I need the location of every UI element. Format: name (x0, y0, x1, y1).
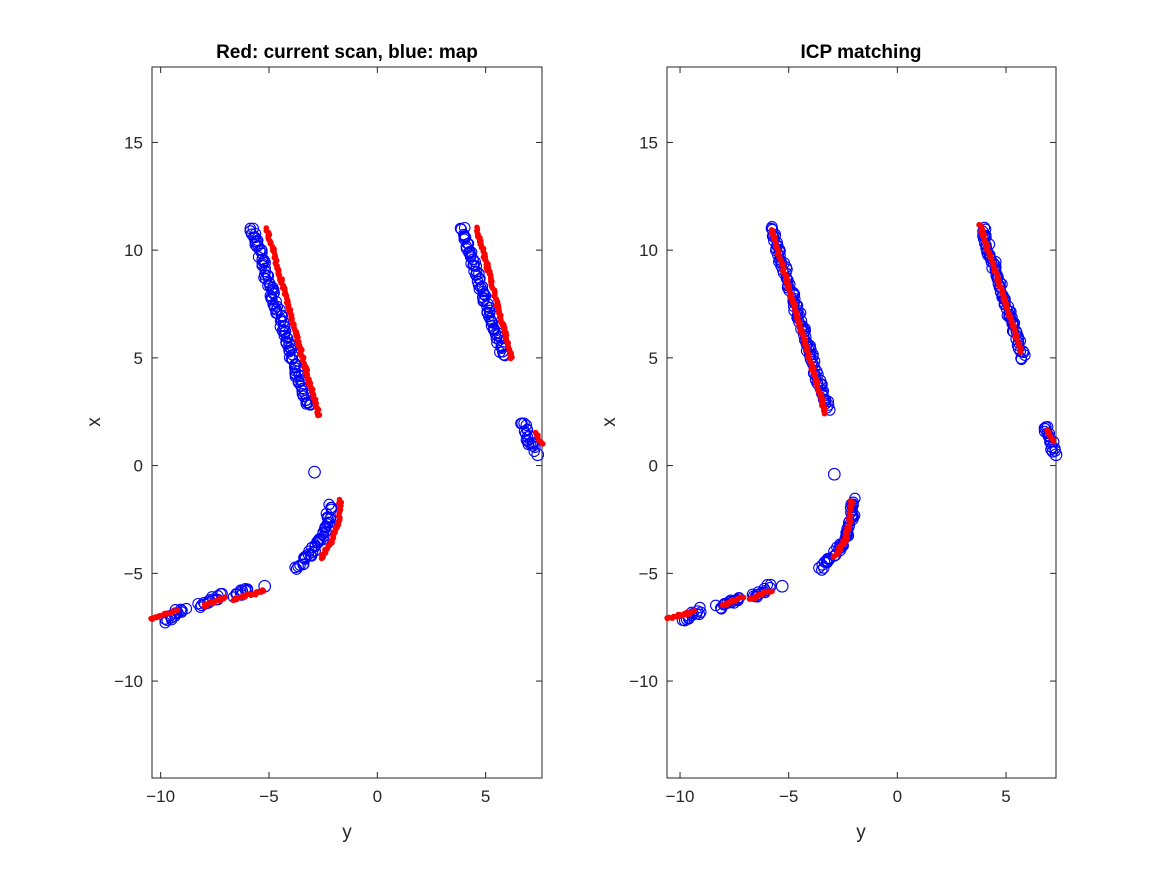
map-point (169, 604, 182, 616)
y-tick-label: 10 (124, 241, 143, 260)
panel-icp-matching: ICP matching y x −10 −5 0 5 −10 −5 0 5 10 15 (599, 42, 1063, 843)
map-point (816, 564, 828, 576)
y-tick-label: −10 (629, 672, 658, 691)
x-tick-label: 0 (893, 787, 902, 806)
map-point (485, 316, 498, 328)
ticks: −10 −5 0 5 −10 −5 0 5 10 15 (114, 67, 542, 806)
map-point (249, 235, 261, 248)
map-point (285, 343, 298, 356)
map-point (462, 238, 475, 250)
x-tick-label: −5 (259, 787, 278, 806)
y-tick-label: −5 (639, 564, 658, 583)
x-tick-label: −10 (146, 787, 175, 806)
map-point (829, 549, 841, 562)
y-tick-label: 5 (649, 349, 658, 368)
map-point (694, 601, 706, 614)
chart-title: Red: current scan, blue: map (216, 42, 478, 63)
scan-point (222, 594, 228, 601)
map-point (301, 396, 313, 409)
map-point (306, 541, 318, 554)
map-point (283, 345, 296, 358)
y-tick-label: 5 (134, 349, 143, 368)
x-tick-label: −10 (666, 787, 695, 806)
plot-area (151, 66, 543, 779)
scan-point (769, 588, 775, 595)
data-marks (664, 221, 1063, 627)
x-tick-label: −5 (779, 787, 798, 806)
data-marks (148, 221, 546, 629)
chart-title: ICP matching (800, 42, 921, 63)
scan-point (260, 588, 267, 594)
map-point (247, 222, 260, 235)
map-point (818, 562, 830, 574)
map-point (309, 539, 322, 551)
map-point (528, 445, 540, 458)
y-tick-label: 15 (639, 133, 658, 152)
x-tick-label: 5 (1001, 787, 1010, 806)
map-point (515, 417, 527, 430)
y-tick-label: 15 (124, 133, 143, 152)
map-point (180, 602, 193, 615)
map-point (820, 555, 833, 567)
map-point (1049, 448, 1063, 462)
panel-scan-vs-map: Red: current scan, blue: map y x −10 −5 0 5… (84, 42, 546, 843)
scan-point (318, 555, 325, 562)
map-point (520, 419, 533, 431)
map-point (470, 260, 483, 272)
map-point (529, 441, 541, 453)
scan-point (830, 554, 837, 560)
scan-point (691, 608, 698, 614)
y-tick-label: 0 (134, 457, 143, 476)
y-tick-label: −5 (124, 564, 143, 583)
y-tick-label: 10 (639, 241, 658, 260)
scan-point (1017, 349, 1024, 356)
map-point (531, 448, 545, 462)
map-point (280, 331, 293, 344)
y-axis-label: x (84, 417, 105, 427)
map-point (298, 551, 310, 564)
map-point (775, 579, 789, 593)
ticks: −10 −5 0 5 −10 −5 0 5 10 15 (629, 67, 1056, 806)
map-point (489, 328, 502, 340)
scan-point (740, 594, 747, 601)
scan-point (540, 441, 546, 447)
x-tick-label: 0 (373, 787, 382, 806)
y-tick-label: 0 (649, 457, 658, 476)
map-point (827, 467, 841, 481)
map-point (465, 257, 477, 270)
scan-point (315, 412, 321, 419)
map-point (813, 562, 825, 574)
map-point (289, 561, 301, 574)
scan-point (1050, 438, 1057, 445)
x-axis-label: y (856, 822, 866, 843)
scan-point (821, 410, 828, 417)
map-point (308, 465, 321, 479)
x-axis-label: y (342, 822, 352, 843)
x-tick-label: 5 (481, 787, 490, 806)
map-point (278, 320, 290, 332)
scan-point (507, 355, 514, 362)
plot-area (666, 66, 1057, 779)
y-tick-label: −10 (114, 672, 143, 691)
scan-point (174, 607, 181, 613)
map-point (290, 563, 303, 575)
map-point (1019, 349, 1031, 361)
y-axis-label: x (599, 417, 620, 427)
